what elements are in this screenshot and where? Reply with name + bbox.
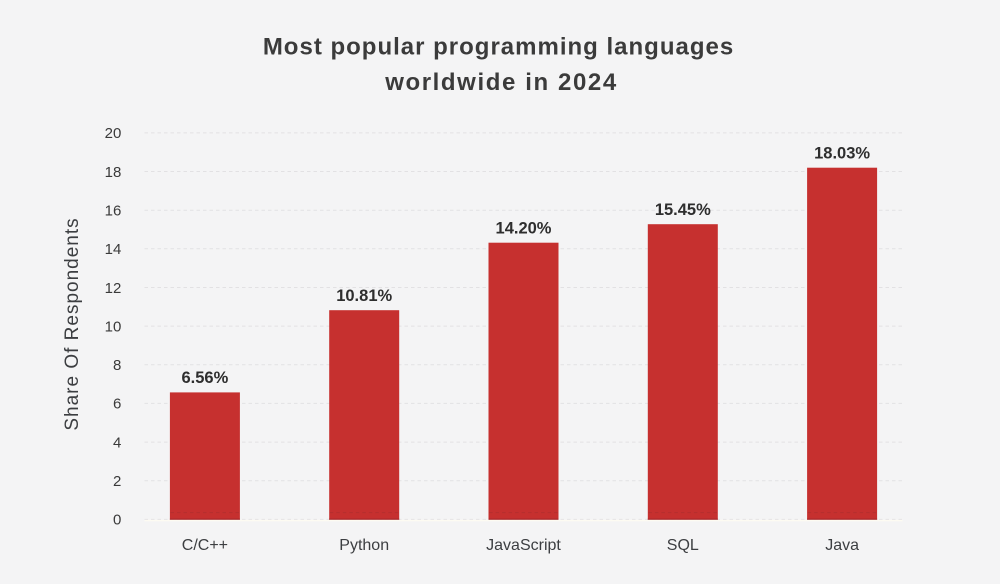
svg-text:Java: Java — [825, 537, 859, 554]
svg-text:JavaScript: JavaScript — [486, 537, 561, 554]
svg-text:14.20%: 14.20% — [496, 219, 552, 237]
svg-text:16: 16 — [105, 203, 122, 220]
svg-text:Most popular programming langu: Most popular programming languages — [263, 34, 734, 61]
svg-text:SQL: SQL — [667, 537, 699, 554]
svg-text:6: 6 — [113, 396, 121, 413]
svg-text:10.81%: 10.81% — [336, 287, 392, 305]
svg-text:0: 0 — [113, 512, 121, 529]
svg-text:Python: Python — [339, 537, 389, 554]
svg-text:2: 2 — [113, 473, 121, 490]
svg-text:20: 20 — [105, 125, 122, 142]
svg-text:worldwide in 2024: worldwide in 2024 — [384, 69, 618, 96]
svg-text:18.03%: 18.03% — [814, 144, 870, 162]
svg-text:14: 14 — [105, 241, 122, 258]
svg-text:4: 4 — [113, 434, 121, 451]
svg-text:15.45%: 15.45% — [655, 201, 711, 219]
svg-text:C/C++: C/C++ — [182, 537, 228, 554]
svg-text:12: 12 — [105, 280, 122, 297]
svg-text:18: 18 — [105, 164, 122, 181]
svg-text:8: 8 — [113, 357, 121, 374]
svg-text:6.56%: 6.56% — [182, 369, 229, 387]
svg-text:Share Of Respondents: Share Of Respondents — [62, 217, 83, 430]
svg-text:10: 10 — [105, 318, 122, 335]
